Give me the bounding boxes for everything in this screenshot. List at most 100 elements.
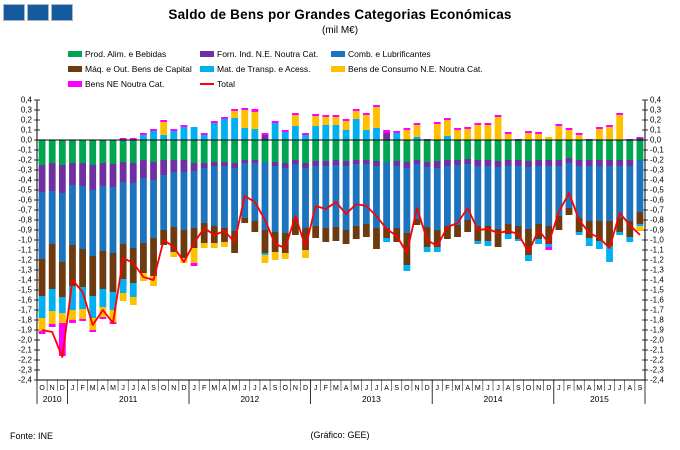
month-tick-label: S (273, 385, 278, 392)
bar-segment (626, 160, 634, 166)
month-tick-label: F (324, 385, 328, 392)
bar-segment (140, 140, 147, 160)
month-tick-label: M (211, 385, 217, 392)
bar-segment (525, 161, 532, 167)
y-axis-tick-label: -0,8 (650, 216, 664, 225)
y-axis-tick-label: 0,2 (21, 116, 33, 125)
legend-label: Total (217, 79, 235, 89)
bar-segment (535, 239, 542, 244)
bar-segment (403, 162, 411, 168)
bar-segment (160, 160, 168, 175)
y-axis-tick-label: -1,7 (650, 306, 664, 315)
bar-segment (606, 160, 613, 166)
y-axis-tick-label: -0,1 (18, 146, 32, 155)
bar-segment (332, 125, 340, 140)
bar-segment (444, 118, 451, 120)
bar-segment (484, 160, 492, 166)
legend-color-swatch (200, 51, 214, 57)
bar-segment (484, 226, 492, 241)
month-tick-label: O (526, 385, 532, 392)
bar-segment (241, 110, 249, 128)
bar-segment (251, 109, 259, 112)
bar-segment (565, 130, 573, 140)
month-tick-label: J (243, 385, 247, 392)
bar-segment (454, 225, 461, 237)
month-tick-label: D (303, 385, 308, 392)
bar-segment (636, 224, 644, 226)
legend-color-swatch (200, 66, 214, 72)
month-tick-label: A (384, 385, 389, 392)
bar-segment (69, 286, 76, 310)
logo-square-icon (27, 4, 49, 21)
y-axis-tick-label: -0,4 (650, 176, 664, 185)
bar-segment (281, 233, 289, 253)
bar-segment (89, 165, 97, 190)
bar-segment (271, 252, 279, 260)
bar-segment (58, 140, 66, 165)
y-axis-tick-label: 0,0 (21, 136, 33, 145)
legend-label: Forn. Ind. N.E. Noutra Cat. (217, 49, 319, 59)
bar-segment (150, 162, 157, 180)
y-axis-tick-label: 0,4 (21, 96, 33, 105)
bar-segment (484, 140, 492, 160)
bar-segment (99, 289, 107, 307)
bar-segment (514, 166, 522, 226)
bar-segment (393, 131, 401, 133)
bar-segment (89, 140, 97, 165)
bar-segment (342, 119, 350, 121)
bar-segment (312, 226, 320, 238)
bar-segment (626, 140, 634, 160)
bar-segment (596, 166, 603, 221)
bar-segment (514, 226, 522, 239)
month-tick-label: O (283, 385, 289, 392)
bar-segment (575, 133, 583, 135)
y-axis-tick-label: -0,6 (18, 196, 32, 205)
y-axis-tick-label: -1,0 (18, 236, 32, 245)
bar-segment (484, 125, 492, 140)
bar-segment (545, 244, 553, 247)
bar-segment (403, 130, 411, 140)
bar-segment (150, 238, 157, 276)
y-axis-tick-label: -0,6 (650, 196, 664, 205)
bar-segment (362, 164, 370, 224)
bar-segment (373, 166, 380, 228)
y-axis-tick-label: -1,3 (650, 266, 664, 275)
bar-segment (38, 165, 46, 192)
bar-segment (271, 162, 279, 166)
bar-segment (616, 218, 624, 232)
bar-segment (190, 127, 198, 140)
y-axis-tick-label: -0,9 (18, 226, 32, 235)
y-axis-tick-label: -2,2 (18, 356, 32, 365)
bar-segment (261, 162, 269, 230)
bar-segment (403, 265, 411, 271)
bar-segment (474, 241, 482, 244)
bar-segment (433, 230, 441, 247)
bar-segment (454, 160, 461, 165)
bar-segment (373, 228, 380, 249)
y-axis-tick-label: -0,7 (650, 206, 664, 215)
bar-segment (575, 135, 583, 140)
bar-segment (58, 297, 66, 313)
bar-segment (261, 253, 269, 255)
month-tick-label: M (596, 385, 602, 392)
bar-segment (251, 163, 259, 221)
y-axis-tick-label: 0,3 (650, 106, 662, 115)
bar-segment (58, 323, 66, 356)
y-axis-tick-label: -0,2 (650, 156, 664, 165)
bar-segment (383, 140, 390, 162)
bar-segment (48, 140, 56, 163)
bar-segment (292, 113, 299, 115)
month-tick-label: M (353, 385, 359, 392)
bar-segment (180, 127, 188, 140)
bar-segment (393, 140, 401, 161)
bar-segment (119, 182, 127, 244)
month-tick-label: D (60, 385, 65, 392)
y-axis-tick-label: -1,5 (650, 286, 664, 295)
bar-segment (474, 166, 482, 226)
bar-segment (555, 166, 563, 216)
bar-segment (413, 137, 421, 140)
bar-segment (555, 160, 563, 166)
bar-segment (606, 246, 613, 262)
bar-segment (342, 121, 350, 130)
bar-segment (190, 263, 198, 266)
